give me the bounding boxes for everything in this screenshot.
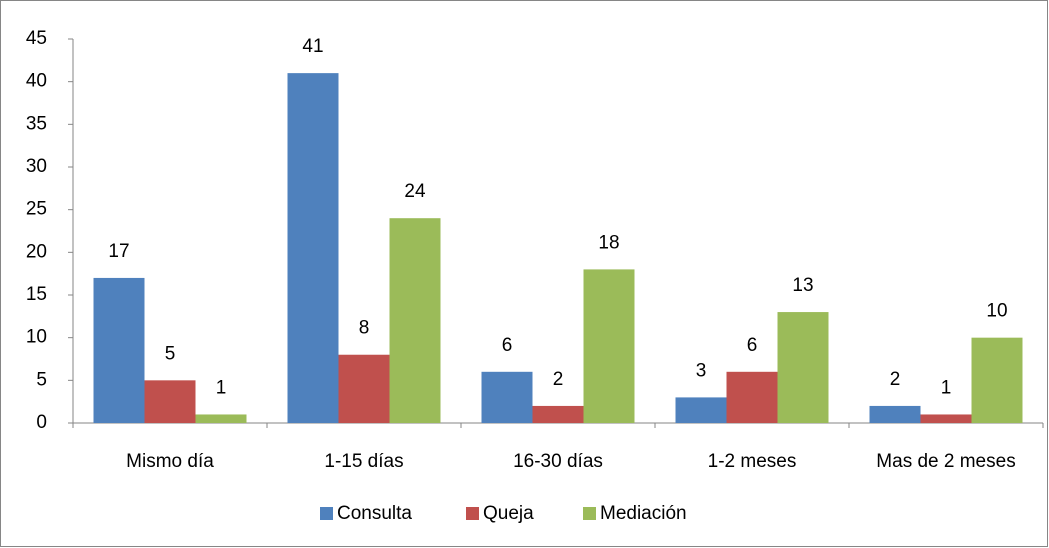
y-tick-label: 20 — [26, 241, 47, 262]
bar — [389, 218, 441, 423]
x-tick-label: 16-30 días — [513, 451, 603, 472]
bar — [287, 73, 339, 423]
bar — [338, 354, 390, 423]
x-tick-label: Mismo día — [126, 451, 214, 472]
bar — [93, 277, 145, 423]
y-tick-label: 45 — [26, 28, 47, 49]
legend-swatch — [320, 507, 333, 520]
bar — [869, 405, 921, 423]
legend-swatch — [583, 507, 596, 520]
bar — [481, 371, 533, 423]
y-tick-label: 15 — [26, 284, 47, 305]
data-label: 1 — [216, 377, 227, 398]
bar — [920, 414, 972, 423]
data-label: 5 — [165, 343, 176, 364]
y-tick-label: 5 — [36, 369, 47, 390]
data-label: 2 — [553, 369, 564, 390]
bar — [532, 405, 584, 423]
y-tick-label: 25 — [26, 199, 47, 220]
data-label: 2 — [890, 369, 901, 390]
data-label: 3 — [696, 360, 707, 381]
legend-label: Queja — [483, 503, 534, 524]
x-tick-label: 1-2 meses — [708, 451, 797, 472]
legend-label: Consulta — [337, 503, 412, 524]
y-tick-label: 40 — [26, 71, 47, 92]
bar — [583, 269, 635, 423]
data-label: 6 — [502, 335, 513, 356]
bar — [675, 397, 727, 423]
data-label: 17 — [108, 241, 129, 262]
legend-swatch — [466, 507, 479, 520]
x-tick-label: 1-15 días — [324, 451, 403, 472]
bar — [144, 380, 196, 423]
data-label: 18 — [598, 232, 619, 253]
x-tick-label: Mas de 2 meses — [876, 451, 1015, 472]
data-label: 6 — [747, 335, 758, 356]
data-label: 8 — [359, 318, 370, 339]
data-label: 10 — [986, 301, 1007, 322]
data-label: 24 — [404, 181, 426, 202]
y-tick-label: 30 — [26, 156, 47, 177]
y-tick-label: 10 — [26, 327, 47, 348]
data-label: 13 — [792, 275, 813, 296]
data-label: 41 — [302, 36, 323, 57]
y-tick-label: 0 — [36, 412, 47, 433]
legend-label: Mediación — [600, 503, 687, 524]
bar — [195, 414, 247, 423]
y-tick-label: 35 — [26, 113, 47, 134]
bar — [777, 312, 829, 423]
bar — [726, 371, 778, 423]
data-label: 1 — [941, 377, 952, 398]
bar — [971, 337, 1023, 423]
